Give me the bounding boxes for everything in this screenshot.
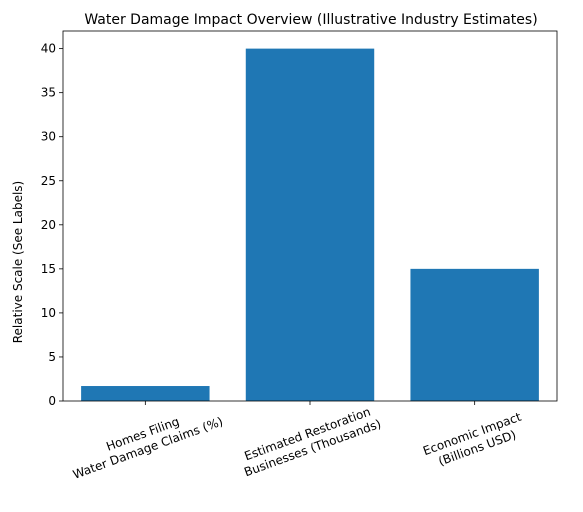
y-ticks-group: 0 5 10 15 20 25 30 35 40 [41, 42, 63, 408]
y-axis-label: Relative Scale (See Labels) [11, 181, 25, 344]
y-tick-label-4: 20 [41, 218, 56, 232]
plot-frame [62, 30, 558, 402]
chart-title: Water Damage Impact Overview (Illustrati… [84, 12, 537, 28]
y-tick-label-3: 15 [41, 262, 56, 276]
y-tick-label-7: 35 [41, 86, 56, 100]
bars-group [81, 48, 539, 401]
bar-0 [81, 386, 210, 401]
y-tick-label-8: 40 [41, 42, 56, 56]
y-tick-label-2: 10 [41, 306, 56, 320]
x-tick-label-2: Economic Impact(Billions USD) [421, 410, 528, 473]
y-tick-label-6: 30 [41, 130, 56, 144]
x-ticks-group: Homes FilingWater Damage Claims (%) Estim… [66, 400, 528, 482]
y-tick-label-5: 25 [41, 174, 56, 188]
bar-1 [245, 48, 375, 401]
x-tick-label-0: Homes FilingWater Damage Claims (%) [66, 400, 225, 482]
y-tick-label-0: 0 [48, 394, 56, 408]
bar-2 [410, 268, 539, 401]
y-tick-label-1: 5 [48, 350, 56, 364]
x-tick-label-1: Estimated RestorationBusinesses (Thousan… [237, 403, 383, 480]
